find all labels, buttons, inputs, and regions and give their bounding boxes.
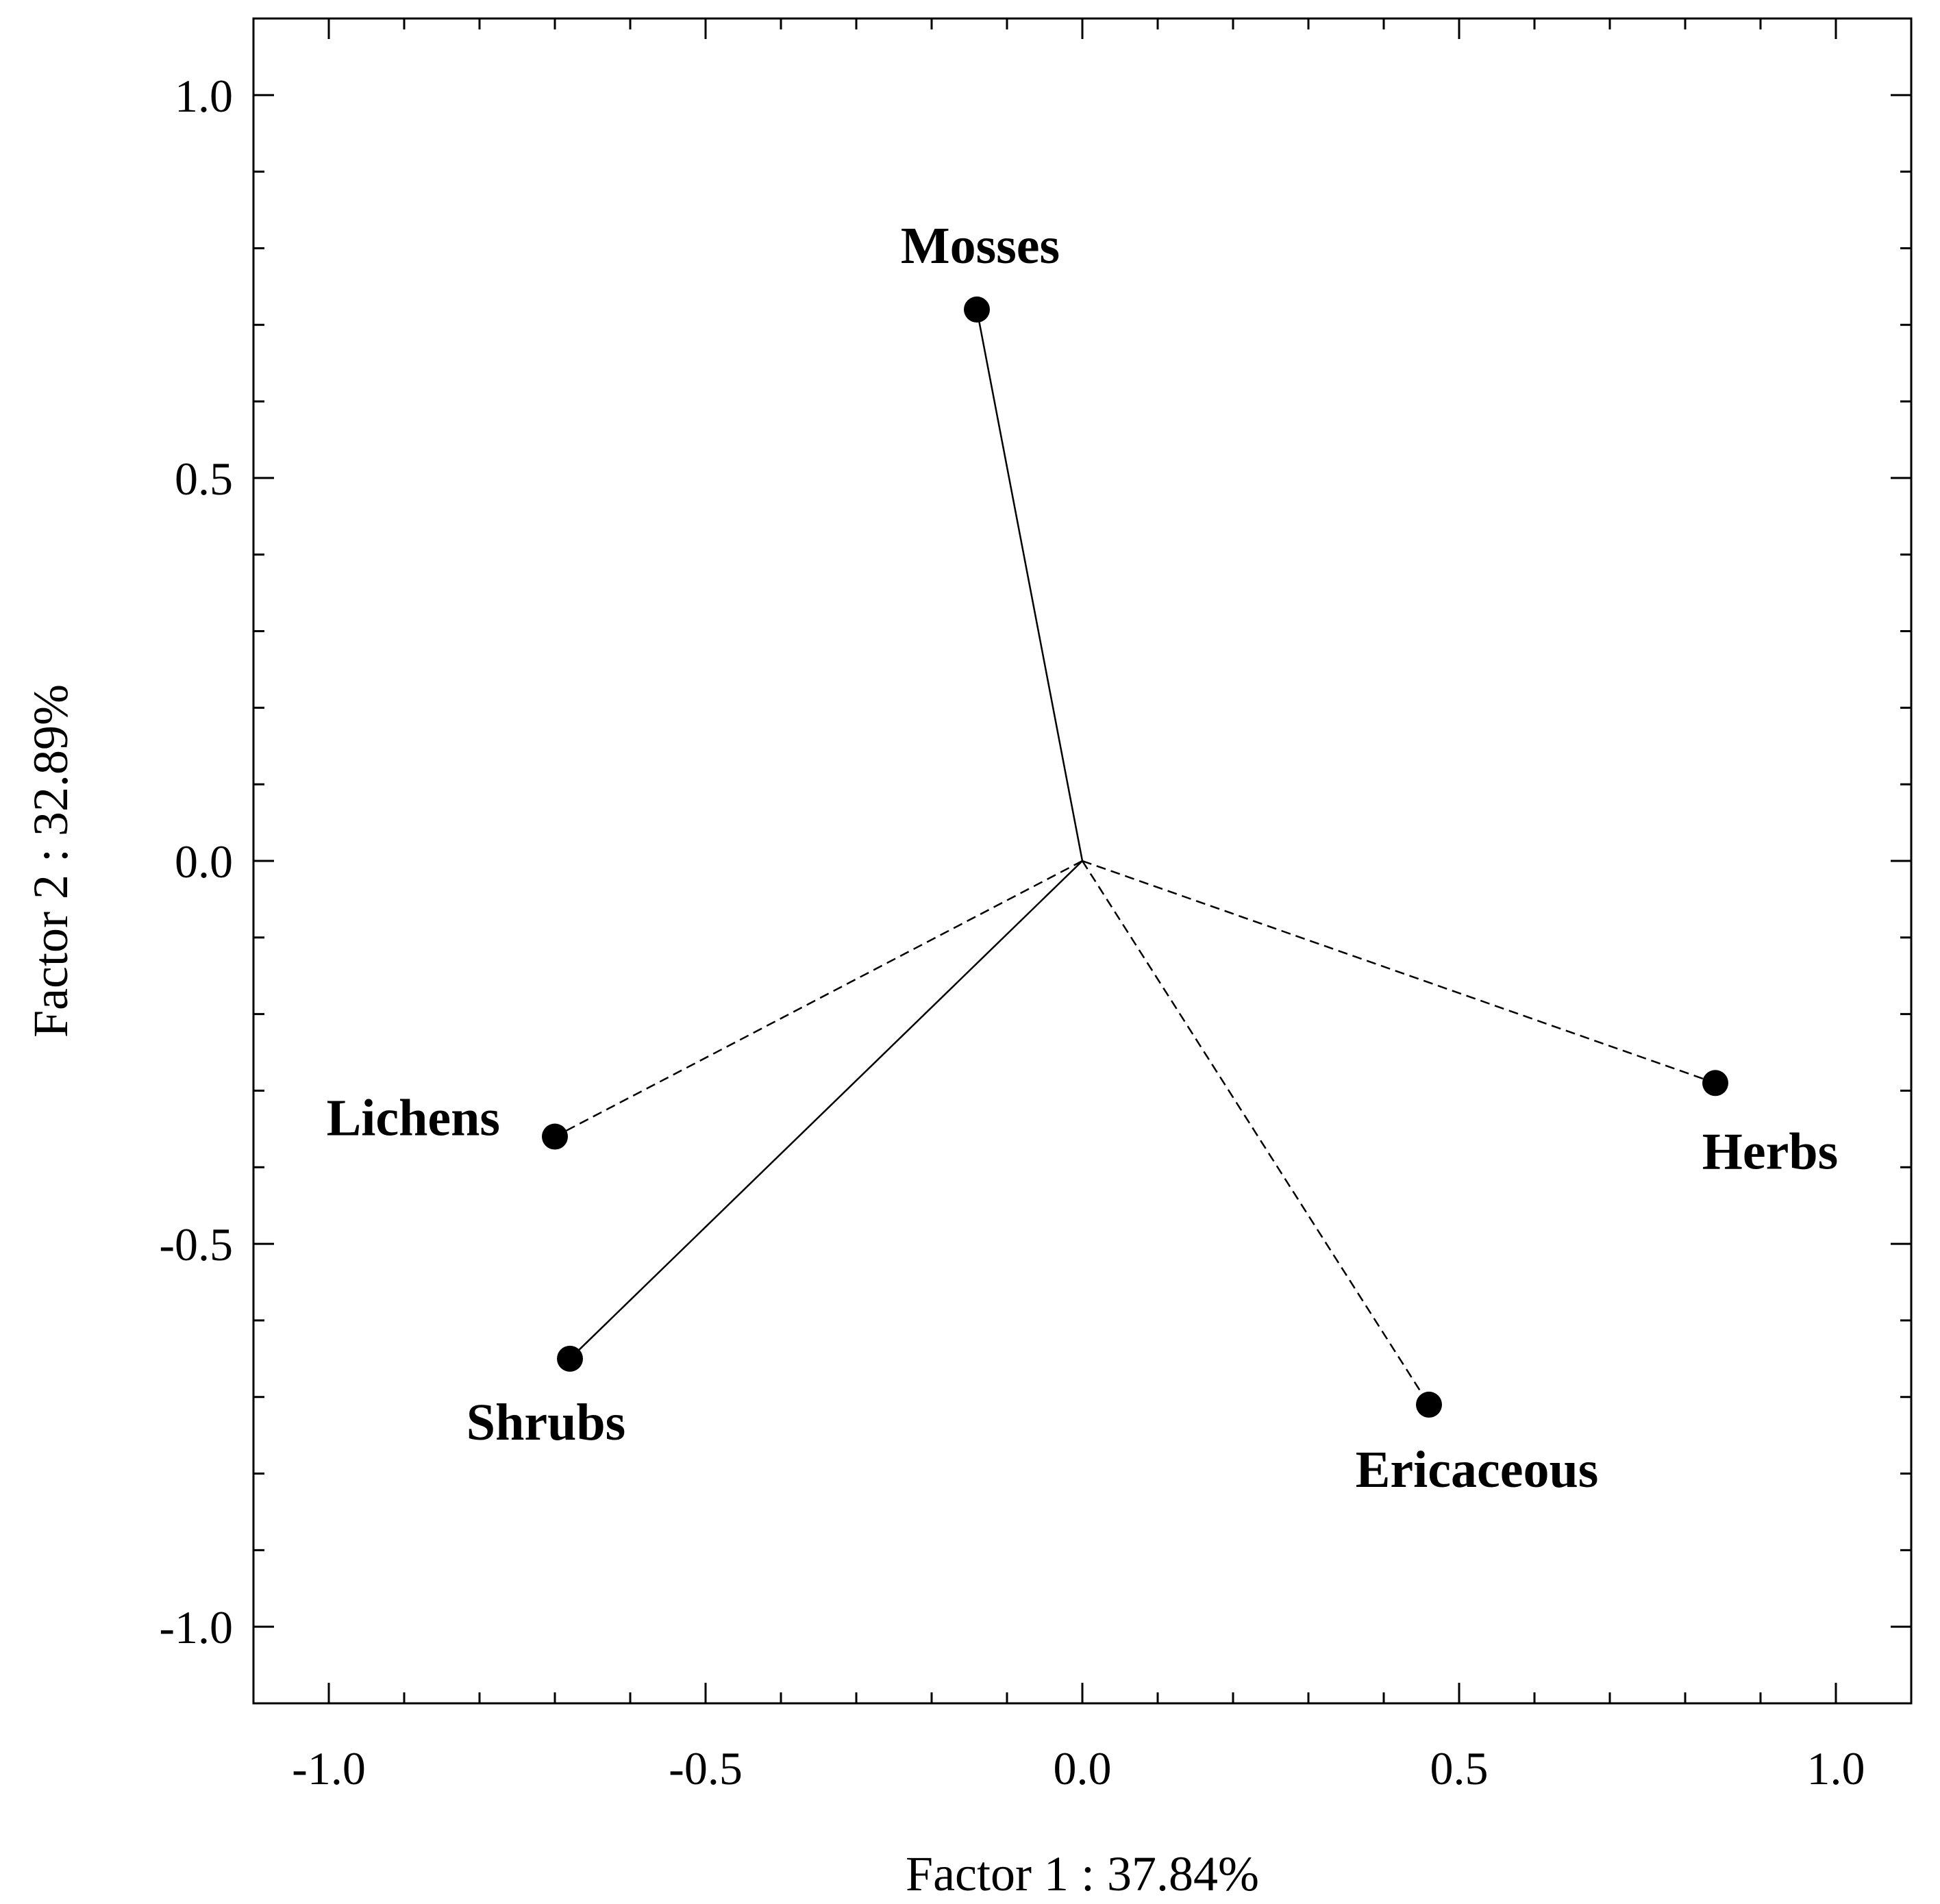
- ericaceous-vector: [1081, 860, 1430, 1405]
- shrubs-vector: [569, 860, 1083, 1360]
- ericaceous-label: Ericaceous: [1356, 1441, 1599, 1499]
- point-labels: Mosses Lichens Shrubs Ericaceous Herbs: [327, 217, 1839, 1499]
- lichens-vector: [554, 860, 1083, 1138]
- axis-tick-labels: -1.0 -0.5 0.0 0.5 1.0 -1.0 -0.5 0.0 0.5 1.0: [159, 70, 1865, 1794]
- y-tick-label: -1.0: [159, 1601, 233, 1653]
- y-tick-label: 1.0: [175, 70, 233, 122]
- lichens-label: Lichens: [327, 1090, 500, 1147]
- x-tick-label: -0.5: [669, 1742, 743, 1794]
- herbs-vector: [1082, 860, 1716, 1084]
- data-points: [542, 296, 1728, 1418]
- mosses-label: Mosses: [901, 217, 1060, 275]
- mosses-vector: [975, 309, 1084, 862]
- x-tick-label: 1.0: [1807, 1742, 1865, 1794]
- x-axis-title: Factor 1 : 37.84%: [906, 1846, 1259, 1901]
- y-tick-label: -0.5: [159, 1218, 233, 1270]
- axis-ticks: [252, 17, 1913, 1705]
- shrubs-point: [557, 1345, 583, 1372]
- herbs-point: [1702, 1070, 1728, 1097]
- lichens-point: [542, 1123, 568, 1150]
- y-axis-title: Factor 2 : 32.89%: [23, 684, 78, 1038]
- y-tick-label: 0.0: [175, 836, 233, 888]
- x-tick-label: 0.0: [1054, 1742, 1112, 1794]
- mosses-point: [964, 296, 990, 323]
- x-tick-label: 0.5: [1430, 1742, 1489, 1794]
- ericaceous-point: [1416, 1391, 1442, 1418]
- loading-vectors: [554, 309, 1716, 1405]
- x-tick-label: -1.0: [292, 1742, 366, 1794]
- shrubs-label: Shrubs: [467, 1394, 625, 1451]
- y-tick-label: 0.5: [175, 453, 233, 505]
- herbs-label: Herbs: [1702, 1123, 1838, 1180]
